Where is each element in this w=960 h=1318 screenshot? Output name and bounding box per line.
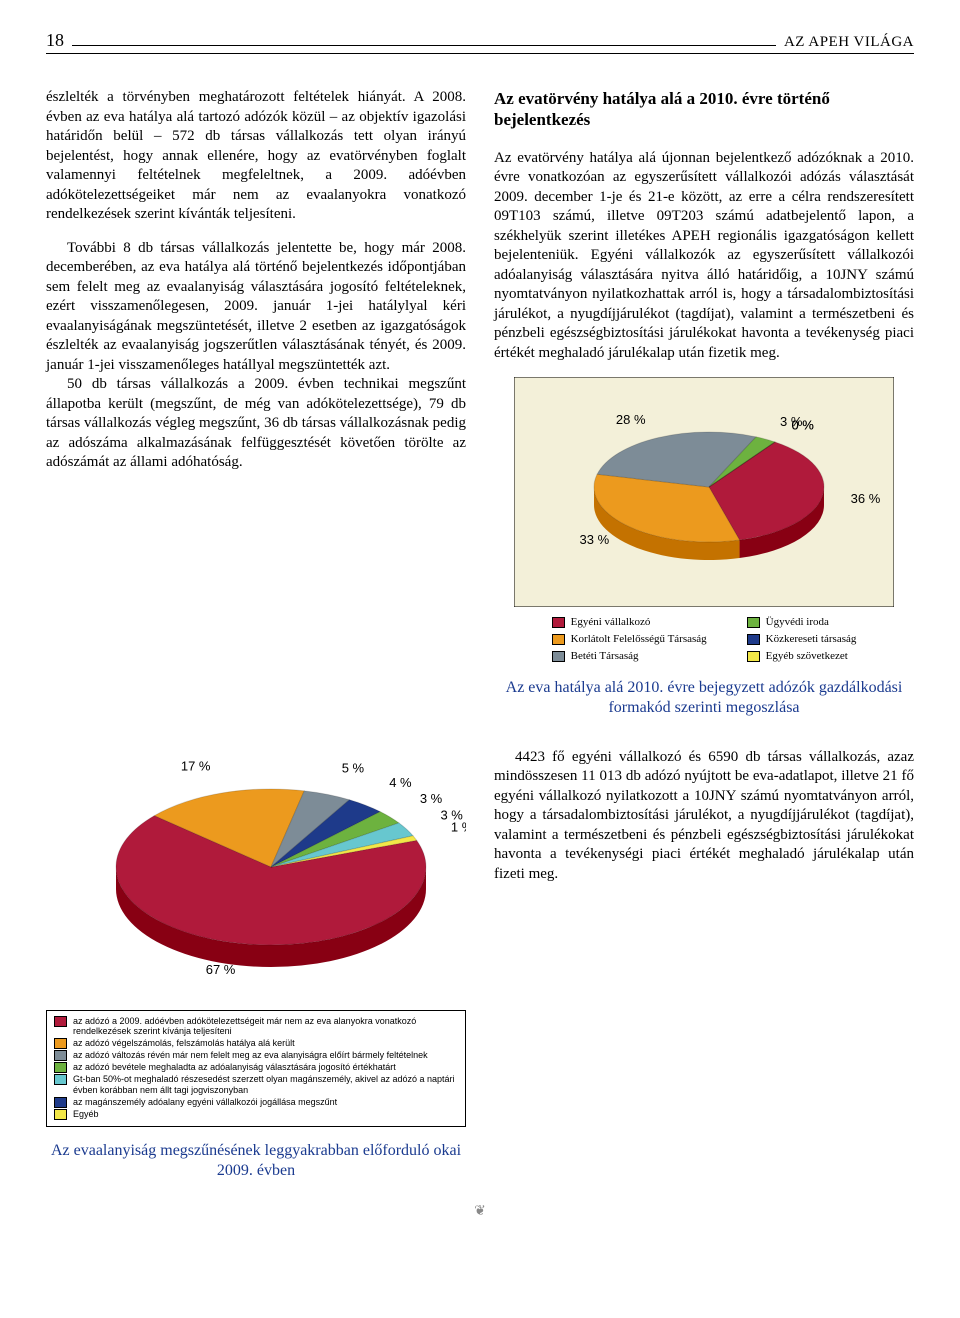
legend-label: Egyéb szövetkezet: [766, 649, 848, 664]
page-header: 18 AZ APEH VILÁGA: [46, 30, 914, 54]
header-rule: [72, 45, 776, 46]
pie-large-col: 67 %17 %5 %4 %3 %3 %1 % az adózó a 2009.…: [46, 742, 466, 1181]
right-title: Az evatörvény hatálya alá a 2010. évre t…: [494, 88, 914, 131]
legend-label: Egyéb: [73, 1109, 99, 1120]
legend-swatch: [552, 634, 565, 645]
legend-swatch: [54, 1109, 67, 1120]
legend-label: Betéti Társaság: [571, 649, 639, 664]
legend-label: az adózó bevétele meghaladta az adóalany…: [73, 1062, 396, 1073]
legend-swatch: [54, 1062, 67, 1073]
legend-item: az magánszemély adóalany egyéni vállalko…: [54, 1097, 458, 1108]
svg-text:3 %: 3 %: [420, 791, 443, 806]
legend-item: az adózó végelszámolás, felszámolás hatá…: [54, 1038, 458, 1049]
svg-text:1 %: 1 %: [451, 819, 466, 834]
legend-item: az adózó változás révén már nem felelt m…: [54, 1050, 458, 1061]
page-ornament: ❦: [46, 1203, 914, 1220]
bottom-p1: 4423 fő egyéni vállalkozó és 6590 db tár…: [494, 748, 914, 885]
right-column: Az evatörvény hatálya alá a 2010. évre t…: [494, 88, 914, 718]
left-p3: 50 db társas vállalkozás a 2009. évben t…: [46, 375, 466, 473]
journal-title: AZ APEH VILÁGA: [784, 34, 914, 51]
legend-label: Korlátolt Felelősségű Társaság: [571, 632, 707, 647]
legend-swatch: [747, 651, 760, 662]
left-p2: További 8 db társas vállalkozás jelentet…: [46, 239, 466, 376]
pie-small: 36 %33 %28 %3 %0 %0 %: [514, 377, 894, 607]
pie-large-caption: Az evaalanyiság megszűnésének leggyakrab…: [46, 1141, 466, 1181]
legend-item: az adózó bevétele meghaladta az adóalany…: [54, 1062, 458, 1073]
pie-small-caption: Az eva hatálya alá 2010. évre bejegyzett…: [494, 678, 914, 718]
legend-item: Ügyvédi iroda: [747, 615, 857, 630]
legend-label: Közkereseti társaság: [766, 632, 857, 647]
pie-large: 67 %17 %5 %4 %3 %3 %1 %: [46, 742, 466, 1002]
legend-item: Gt-ban 50%-ot meghaladó részesedést szer…: [54, 1074, 458, 1096]
legend-swatch: [54, 1016, 67, 1027]
bottom-right-text: 4423 fő egyéni vállalkozó és 6590 db tár…: [494, 742, 914, 1181]
legend-swatch: [552, 651, 565, 662]
legend-item: Közkereseti társaság: [747, 632, 857, 647]
legend-swatch: [747, 634, 760, 645]
legend-swatch: [54, 1074, 67, 1085]
right-p1: Az evatörvény hatálya alá újonnan bejele…: [494, 149, 914, 364]
legend-label: Ügyvédi iroda: [766, 615, 829, 630]
legend-swatch: [552, 617, 565, 628]
legend-label: Egyéni vállalkozó: [571, 615, 651, 630]
legend-item: Egyéb szövetkezet: [747, 649, 857, 664]
legend-item: Egyéb: [54, 1109, 458, 1120]
legend-item: Korlátolt Felelősségű Társaság: [552, 632, 707, 647]
svg-text:17 %: 17 %: [181, 758, 211, 773]
svg-text:0 %: 0 %: [791, 418, 814, 433]
pie-large-legend: az adózó a 2009. adóévben adókötelezetts…: [46, 1010, 466, 1127]
legend-swatch: [54, 1097, 67, 1108]
svg-text:67 %: 67 %: [206, 961, 236, 976]
svg-text:28 %: 28 %: [616, 412, 646, 427]
left-p1: észlelték a törvényben meghatározott fel…: [46, 88, 466, 225]
legend-swatch: [54, 1038, 67, 1049]
pie-small-wrap: 36 %33 %28 %3 %0 %0 % Egyéni vállalkozóK…: [494, 377, 914, 718]
left-column: észlelték a törvényben meghatározott fel…: [46, 88, 466, 718]
svg-text:4 %: 4 %: [389, 775, 412, 790]
legend-item: Betéti Társaság: [552, 649, 707, 664]
legend-label: az magánszemély adóalany egyéni vállalko…: [73, 1097, 337, 1108]
page-number: 18: [46, 30, 64, 51]
svg-text:33 %: 33 %: [580, 532, 610, 547]
pie-small-legend: Egyéni vállalkozó Korlátolt Felelősségű T…: [552, 615, 857, 664]
legend-item: Egyéni vállalkozó: [552, 615, 707, 630]
legend-label: az adózó a 2009. adóévben adókötelezetts…: [73, 1016, 458, 1038]
legend-label: az adózó változás révén már nem felelt m…: [73, 1050, 428, 1061]
svg-text:5 %: 5 %: [342, 760, 365, 775]
legend-swatch: [747, 617, 760, 628]
legend-label: Gt-ban 50%-ot meghaladó részesedést szer…: [73, 1074, 458, 1096]
legend-swatch: [54, 1050, 67, 1061]
legend-label: az adózó végelszámolás, felszámolás hatá…: [73, 1038, 295, 1049]
svg-text:36 %: 36 %: [851, 491, 881, 506]
legend-item: az adózó a 2009. adóévben adókötelezetts…: [54, 1016, 458, 1038]
